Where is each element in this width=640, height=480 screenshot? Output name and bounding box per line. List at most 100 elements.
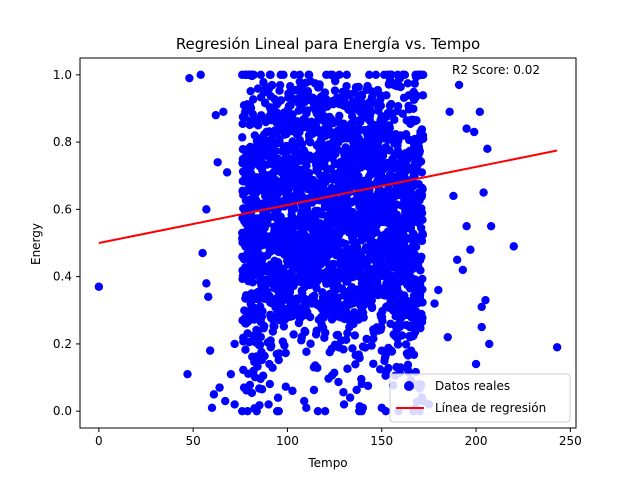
scatter-point bbox=[393, 77, 403, 86]
scatter-point bbox=[326, 291, 335, 301]
scatter-point bbox=[313, 206, 322, 216]
scatter-point bbox=[399, 230, 408, 240]
scatter-point bbox=[359, 274, 368, 283]
scatter-point bbox=[238, 119, 247, 129]
scatter-point bbox=[305, 177, 315, 186]
scatter-point bbox=[343, 277, 352, 286]
scatter-point bbox=[341, 248, 351, 257]
scatter-point bbox=[246, 142, 255, 152]
scatter-point bbox=[392, 214, 401, 223]
scatter-point bbox=[255, 340, 265, 350]
scatter-point bbox=[281, 233, 291, 242]
scatter-point bbox=[285, 174, 295, 183]
scatter-point bbox=[317, 135, 326, 144]
scatter-point bbox=[331, 247, 340, 257]
scatter-point bbox=[289, 281, 298, 291]
scatter-point bbox=[355, 189, 364, 199]
scatter-point bbox=[276, 315, 285, 324]
plot-area bbox=[94, 70, 562, 416]
scatter-point bbox=[267, 81, 277, 90]
scatter-point bbox=[404, 105, 414, 114]
scatter-point bbox=[410, 116, 420, 126]
scatter-point bbox=[302, 403, 311, 413]
scatter-point bbox=[303, 94, 312, 104]
scatter-point bbox=[367, 192, 376, 201]
scatter-point bbox=[230, 339, 239, 349]
scatter-point bbox=[358, 228, 367, 237]
scatter-point bbox=[274, 223, 283, 232]
scatter-point bbox=[395, 322, 405, 332]
scatter-point bbox=[479, 188, 488, 197]
scatter-point bbox=[327, 371, 337, 380]
scatter-point bbox=[284, 253, 293, 262]
scatter-point bbox=[352, 173, 361, 182]
scatter-point bbox=[417, 309, 426, 319]
scatter-point bbox=[348, 316, 357, 326]
scatter-point bbox=[323, 211, 332, 220]
scatter-point bbox=[307, 192, 317, 201]
scatter-point bbox=[333, 175, 342, 184]
scatter-point bbox=[358, 403, 368, 413]
scatter-point bbox=[369, 359, 378, 368]
scatter-point bbox=[371, 287, 380, 296]
scatter-point bbox=[307, 211, 317, 220]
scatter-point bbox=[241, 171, 250, 181]
scatter-point bbox=[314, 315, 324, 324]
scatter-point bbox=[371, 70, 381, 80]
scatter-point bbox=[475, 107, 485, 117]
scatter-point bbox=[356, 117, 365, 127]
scatter-point bbox=[396, 272, 405, 281]
scatter-point bbox=[343, 364, 352, 373]
scatter-point bbox=[413, 261, 423, 270]
scatter-point bbox=[381, 351, 390, 360]
scatter-point bbox=[415, 323, 424, 332]
scatter-point bbox=[416, 70, 426, 80]
y-tick-label: 0.0 bbox=[53, 404, 72, 418]
scatter-point bbox=[401, 340, 411, 349]
scatter-point bbox=[278, 126, 287, 136]
scatter-point bbox=[341, 213, 351, 222]
scatter-point bbox=[313, 406, 323, 416]
scatter-point bbox=[239, 383, 249, 392]
scatter-point bbox=[367, 303, 377, 313]
scatter-point bbox=[276, 299, 286, 309]
scatter-point bbox=[289, 125, 298, 134]
scatter-point bbox=[411, 295, 420, 304]
scatter-point bbox=[397, 331, 407, 340]
scatter-point bbox=[280, 217, 289, 227]
scatter-point bbox=[256, 70, 265, 80]
scatter-point bbox=[265, 70, 275, 80]
scatter-point bbox=[241, 345, 250, 354]
scatter-point bbox=[417, 236, 427, 246]
scatter-point bbox=[274, 406, 283, 416]
scatter-point bbox=[345, 393, 355, 402]
scatter-point bbox=[386, 346, 396, 355]
scatter-point bbox=[462, 124, 471, 133]
scatter-point bbox=[268, 160, 278, 169]
scatter-point bbox=[339, 388, 348, 397]
scatter-point bbox=[322, 102, 332, 111]
scatter-point bbox=[380, 210, 389, 220]
scatter-point bbox=[297, 253, 307, 263]
scatter-point bbox=[286, 101, 295, 110]
scatter-point bbox=[309, 385, 319, 395]
scatter-point bbox=[385, 101, 395, 110]
scatter-point bbox=[314, 273, 323, 282]
scatter-point bbox=[333, 293, 343, 302]
scatter-point bbox=[328, 220, 338, 229]
scatter-point bbox=[334, 343, 344, 352]
scatter-point bbox=[269, 181, 278, 191]
scatter-point bbox=[399, 93, 409, 102]
scatter-point bbox=[250, 131, 260, 140]
scatter-point bbox=[300, 396, 309, 406]
scatter-point bbox=[272, 108, 281, 117]
scatter-point bbox=[415, 280, 425, 289]
scatter-point bbox=[207, 403, 217, 413]
scatter-point bbox=[296, 83, 305, 92]
scatter-point bbox=[324, 268, 333, 277]
scatter-point bbox=[325, 348, 334, 357]
y-axis-label: Energy bbox=[29, 223, 43, 265]
scatter-point bbox=[354, 350, 363, 359]
scatter-point bbox=[342, 159, 351, 168]
scatter-point bbox=[340, 258, 349, 268]
